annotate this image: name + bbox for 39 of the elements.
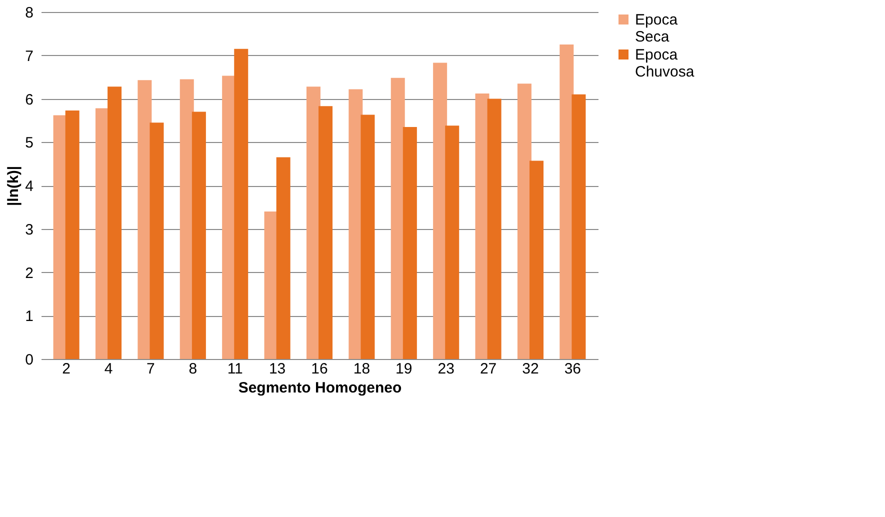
x-tick-label: 18 [353,360,370,378]
legend-label: Epoca Chuvosa [635,46,695,80]
x-tick-label: 19 [396,360,412,378]
x-axis-title: Segmento Homogeneo [238,380,402,396]
x-tick-label: 2 [62,360,70,378]
x-tick-label: 27 [480,360,497,378]
bar [150,122,164,359]
x-tick-label: 7 [146,360,155,378]
bar [445,126,460,359]
y-axis-title: |ln(k)| [5,166,22,206]
x-tick-label: 23 [438,360,454,378]
x-tick-label: 16 [311,360,328,378]
bar [318,106,333,359]
y-tick-label: 5 [25,134,34,152]
bar [192,112,206,359]
y-tick-label: 4 [25,178,34,195]
x-tick-label: 32 [522,360,539,378]
x-tick-label: 11 [227,360,243,378]
y-tick-label: 6 [25,91,34,108]
x-tick-label: 13 [268,360,286,378]
bar [402,126,417,359]
bar [276,157,290,359]
bar [108,86,122,359]
y-tick-label: 0 [25,352,34,368]
x-tick-label: 4 [104,360,113,378]
bar [530,160,544,359]
y-tick-label: 1 [25,308,34,326]
bar [360,114,375,359]
y-tick-label: 7 [25,48,34,65]
x-tick-label: 36 [564,360,582,378]
y-tick-label: 8 [25,4,34,22]
y-tick-label: 2 [25,264,34,282]
y-tick-label: 3 [25,221,34,238]
x-tick-label: 8 [188,360,198,378]
legend-label: Epoca Seca [635,12,678,46]
bar [487,98,502,359]
bar [65,110,80,359]
bar [572,94,586,359]
bar [234,48,248,359]
